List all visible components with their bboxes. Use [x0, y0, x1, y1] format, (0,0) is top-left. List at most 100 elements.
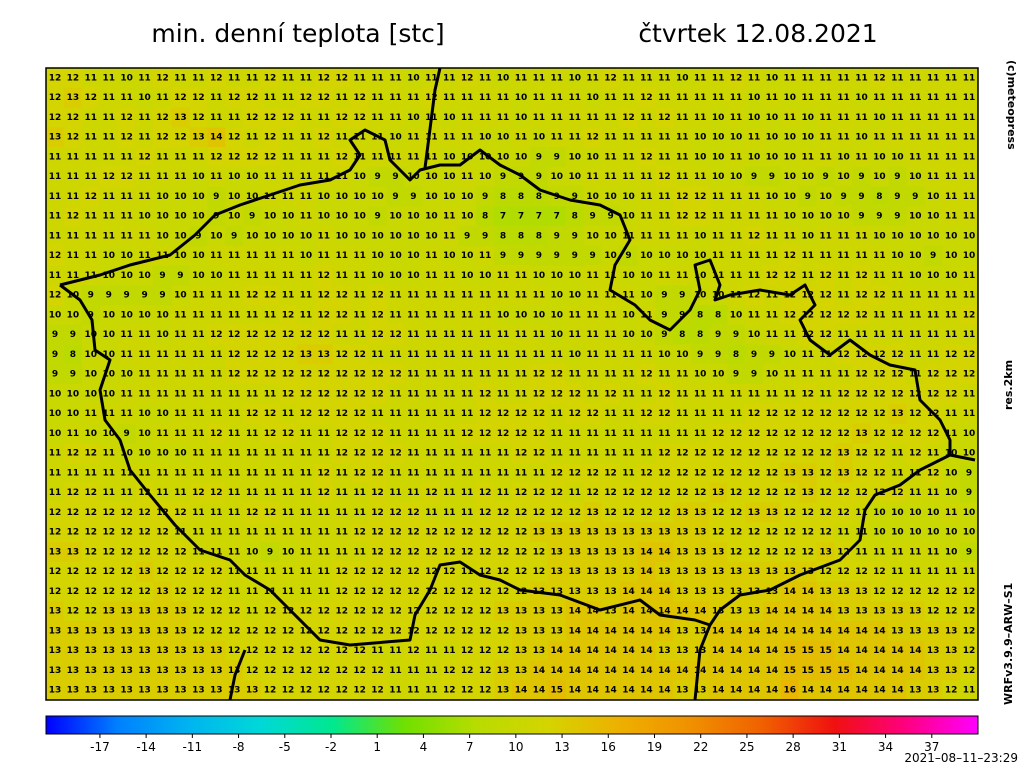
- cell-value: 10: [318, 212, 331, 222]
- cell-value: 14: [568, 666, 581, 676]
- cell-value: 14: [676, 607, 689, 617]
- cell-value: 13: [586, 528, 599, 538]
- cell: [494, 127, 513, 148]
- cell-value: 13: [676, 646, 689, 656]
- cell-value: 11: [676, 389, 689, 399]
- cell-value: 11: [676, 370, 689, 380]
- cell-value: 11: [515, 330, 528, 340]
- cell-value: 12: [712, 468, 725, 478]
- colorbar-fill: [45, 715, 979, 735]
- cell-value: 12: [389, 370, 402, 380]
- cell-value: 11: [228, 547, 241, 557]
- cell: [46, 87, 65, 108]
- cell-value: 10: [461, 251, 474, 261]
- cell-value: 11: [246, 271, 259, 281]
- cell-value: 12: [264, 291, 277, 301]
- cell-value: 10: [891, 231, 904, 241]
- cell-value: 12: [873, 587, 886, 597]
- cell: [529, 147, 549, 168]
- cell: [852, 87, 871, 108]
- cell-value: 11: [282, 93, 295, 103]
- cell: [458, 127, 477, 148]
- cell-value: 11: [335, 251, 348, 261]
- cell-value: 13: [837, 468, 850, 478]
- cell-value: 12: [228, 152, 241, 162]
- cell: [153, 166, 172, 187]
- cell-value: 12: [192, 626, 205, 636]
- cell-value: 12: [300, 607, 313, 617]
- cell-value: 13: [120, 686, 133, 696]
- cell-value: 11: [85, 212, 98, 222]
- cell-value: 11: [85, 152, 98, 162]
- cell-value: 11: [138, 370, 151, 380]
- cell-value: 11: [586, 291, 599, 301]
- cell-value: 11: [138, 330, 151, 340]
- cell-value: 11: [353, 508, 366, 518]
- cell-value: 10: [407, 271, 420, 281]
- cell-value: 12: [228, 607, 241, 617]
- cell-value: 12: [353, 587, 366, 597]
- cell: [46, 147, 65, 168]
- cell-value: 12: [622, 508, 635, 518]
- cell-value: 10: [138, 429, 151, 439]
- cell-value: 11: [371, 409, 384, 419]
- cell-value: 11: [174, 152, 187, 162]
- cell-value: 13: [676, 508, 689, 518]
- cell: [565, 166, 585, 187]
- cell-value: 13: [748, 607, 761, 617]
- cell-value: 11: [120, 389, 133, 399]
- cell-value: 8: [500, 192, 506, 202]
- cell-value: 11: [927, 73, 940, 83]
- cell-value: 12: [210, 429, 223, 439]
- cell-value: 12: [246, 291, 259, 301]
- cell-value: 11: [389, 409, 402, 419]
- cell: [691, 147, 710, 168]
- cell-value: 13: [694, 567, 707, 577]
- cell-value: 11: [551, 409, 564, 419]
- cell-value: 11: [461, 330, 474, 340]
- cell-value: 12: [801, 449, 814, 459]
- cell-value: 12: [282, 429, 295, 439]
- cell-value: 11: [228, 310, 241, 320]
- cell-value: 12: [568, 389, 581, 399]
- cell-value: 12: [318, 291, 331, 301]
- cell: [279, 87, 298, 108]
- cell-value: 12: [819, 409, 832, 419]
- cell-value: 9: [769, 172, 775, 182]
- cell-value: 11: [461, 133, 474, 143]
- cell: [99, 107, 119, 128]
- cell-value: 11: [837, 113, 850, 123]
- cell-value: 12: [837, 389, 850, 399]
- cell: [386, 87, 405, 108]
- cell-value: 11: [318, 231, 331, 241]
- cell-value: 12: [210, 587, 223, 597]
- cell-value: 11: [891, 113, 904, 123]
- cell-value: 12: [407, 567, 420, 577]
- cell-value: 12: [873, 389, 886, 399]
- cell-value: 11: [568, 113, 581, 123]
- cell-value: 11: [909, 488, 922, 498]
- cell-value: 11: [300, 192, 313, 202]
- cell-value: 7: [554, 212, 560, 222]
- cell-value: 12: [407, 587, 420, 597]
- cell-value: 12: [389, 587, 402, 597]
- cell-value: 11: [819, 133, 832, 143]
- cell-value: 13: [712, 567, 725, 577]
- cell-value: 9: [858, 172, 864, 182]
- cell-value: 12: [568, 409, 581, 419]
- cell-value: 12: [748, 409, 761, 419]
- cell-value: 13: [120, 646, 133, 656]
- cell-value: 11: [210, 251, 223, 261]
- cell-value: 11: [174, 389, 187, 399]
- cell-value: 10: [443, 113, 456, 123]
- cell-value: 11: [640, 73, 653, 83]
- cell-value: 11: [120, 192, 133, 202]
- cell-value: 12: [138, 528, 151, 538]
- cell-value: 14: [748, 666, 761, 676]
- cell-value: 12: [371, 528, 384, 538]
- cell-value: 11: [497, 330, 510, 340]
- cell-value: 11: [855, 73, 868, 83]
- cell-value: 11: [67, 152, 80, 162]
- cell-value: 11: [712, 251, 725, 261]
- cell-value: 12: [694, 488, 707, 498]
